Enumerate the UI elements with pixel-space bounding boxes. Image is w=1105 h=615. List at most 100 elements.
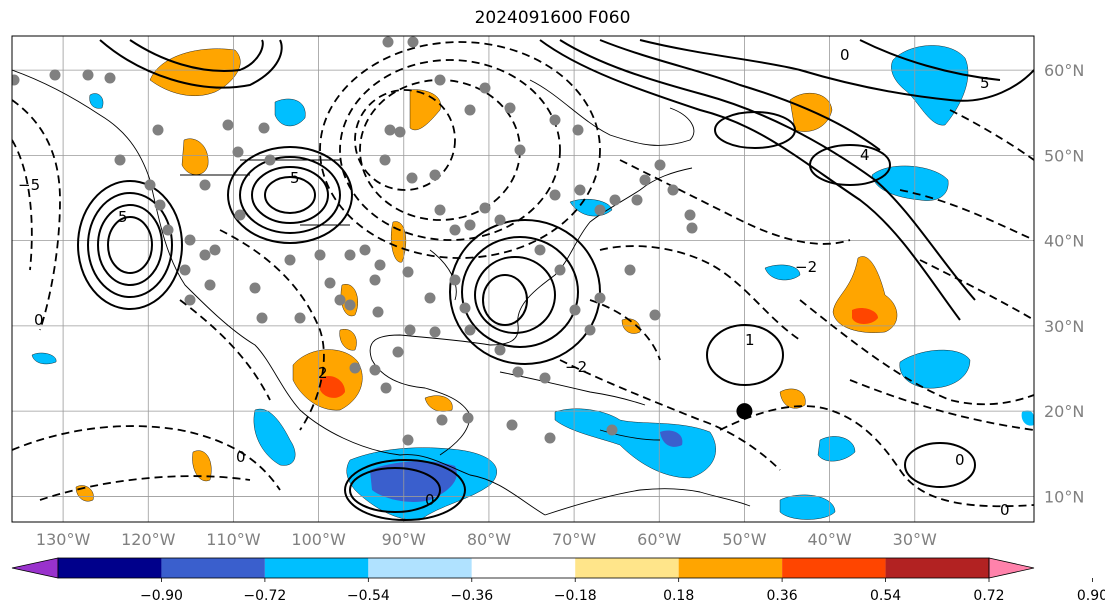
station-dot (380, 382, 392, 394)
longitude-tick-label: 100°W (291, 530, 346, 549)
longitude-tick-label: 40°W (808, 530, 852, 549)
colorbar-segment (471, 558, 576, 578)
blue-field (253, 408, 296, 466)
colorbar-tick-label: −0.18 (554, 588, 597, 604)
station-dot (686, 222, 698, 234)
station-dot (314, 249, 326, 261)
station-dot (372, 306, 384, 318)
station-dot (264, 154, 276, 166)
station-dot (394, 126, 406, 138)
station-dot (184, 234, 196, 246)
colorbar-tick-label: 0.18 (663, 588, 694, 604)
station-dot (479, 82, 491, 94)
blue-field (554, 408, 716, 479)
station-dot (402, 434, 414, 446)
station-dot (406, 172, 418, 184)
station-dot (429, 326, 441, 338)
station-dot (284, 254, 296, 266)
station-dot (606, 424, 618, 436)
colorbar-tick-label: 0.54 (870, 588, 901, 604)
orange-field (181, 138, 209, 175)
station-dot (554, 264, 566, 276)
blue-field (899, 349, 971, 389)
station-dot (654, 159, 666, 171)
station-dot (82, 69, 94, 81)
station-dot (404, 324, 416, 336)
station-dot (572, 124, 584, 136)
station-dot (649, 309, 661, 321)
latitude-tick-label: 60°N (1044, 61, 1084, 80)
contour-label: 4 (860, 146, 870, 164)
latitude-tick-label: 40°N (1044, 232, 1084, 251)
contour-label: 0 (34, 311, 44, 329)
station-dot (464, 219, 476, 231)
station-dot (609, 194, 621, 206)
station-dot (49, 69, 61, 81)
orange-field (424, 395, 453, 412)
station-dot (434, 74, 446, 86)
station-dot (534, 244, 546, 256)
contour-label: −2 (565, 358, 587, 376)
station-dot (104, 72, 116, 84)
contour-label: 0 (840, 46, 850, 64)
chart-title: 2024091600 F060 (474, 8, 631, 28)
orange-field (779, 388, 806, 409)
colorbar-segment (678, 558, 783, 578)
station-dot (549, 189, 561, 201)
contour-label: 2 (318, 364, 328, 382)
station-dot (234, 209, 246, 221)
contours (12, 39, 1034, 521)
contour-label: −5 (18, 176, 40, 194)
station-dot (222, 119, 234, 131)
longitude-tick-label: 90°W (382, 530, 426, 549)
station-dot (494, 344, 506, 356)
colorbar (11, 557, 1093, 582)
contour-label: 5 (980, 74, 990, 92)
station-dot (449, 274, 461, 286)
latitude-tick-label: 50°N (1044, 146, 1084, 165)
station-dots (12, 36, 698, 446)
station-dot (514, 144, 526, 156)
contour-label: 1 (745, 331, 755, 349)
orange-field (832, 256, 898, 333)
station-dot (449, 224, 461, 236)
station-dot (144, 179, 156, 191)
station-dot (258, 122, 270, 134)
station-dot (624, 264, 636, 276)
station-dot (459, 302, 471, 314)
contour-label-group: 5 5 0 4 5 1 0 0 2 −2 −2 −5 0 0 0 (18, 46, 1010, 519)
station-dot (12, 74, 20, 86)
station-dot (684, 209, 696, 221)
map-area: 5 5 0 4 5 1 0 0 2 −2 −2 −5 0 0 0 (12, 36, 1034, 522)
station-dot (544, 432, 556, 444)
contour-label: 5 (290, 169, 300, 187)
station-dot (436, 414, 448, 426)
station-dot (369, 274, 381, 286)
blue-field (764, 264, 801, 281)
station-dot (574, 184, 586, 196)
colorbar-segment (161, 558, 265, 578)
colorbar-labels: −0.90 −0.72 −0.54 −0.36 −0.18 0.18 0.36 0.54 0.7… (140, 588, 1105, 604)
station-dot (232, 146, 244, 158)
longitude-tick-label: 50°W (722, 530, 766, 549)
latitude-labels: 60°N 50°N 40°N 30°N 20°N 10°N (1044, 61, 1084, 506)
colorbar-segment (885, 558, 989, 578)
station-dot (199, 249, 211, 261)
station-dot (639, 174, 651, 186)
latitude-tick-label: 20°N (1044, 402, 1084, 421)
station-dot (549, 114, 561, 126)
station-dot (369, 364, 381, 376)
station-dot (407, 36, 419, 48)
contour-label: 0 (955, 451, 965, 469)
colorbar-segment (575, 558, 679, 578)
colorbar-tick-label: −0.90 (140, 588, 183, 604)
station-dot (424, 292, 436, 304)
blue-field (274, 98, 306, 127)
shaded-fields (31, 45, 1034, 521)
blue-field (779, 494, 836, 520)
station-dot (539, 372, 551, 384)
station-dot (594, 204, 606, 216)
station-dot (512, 366, 524, 378)
station-dot (349, 362, 361, 374)
